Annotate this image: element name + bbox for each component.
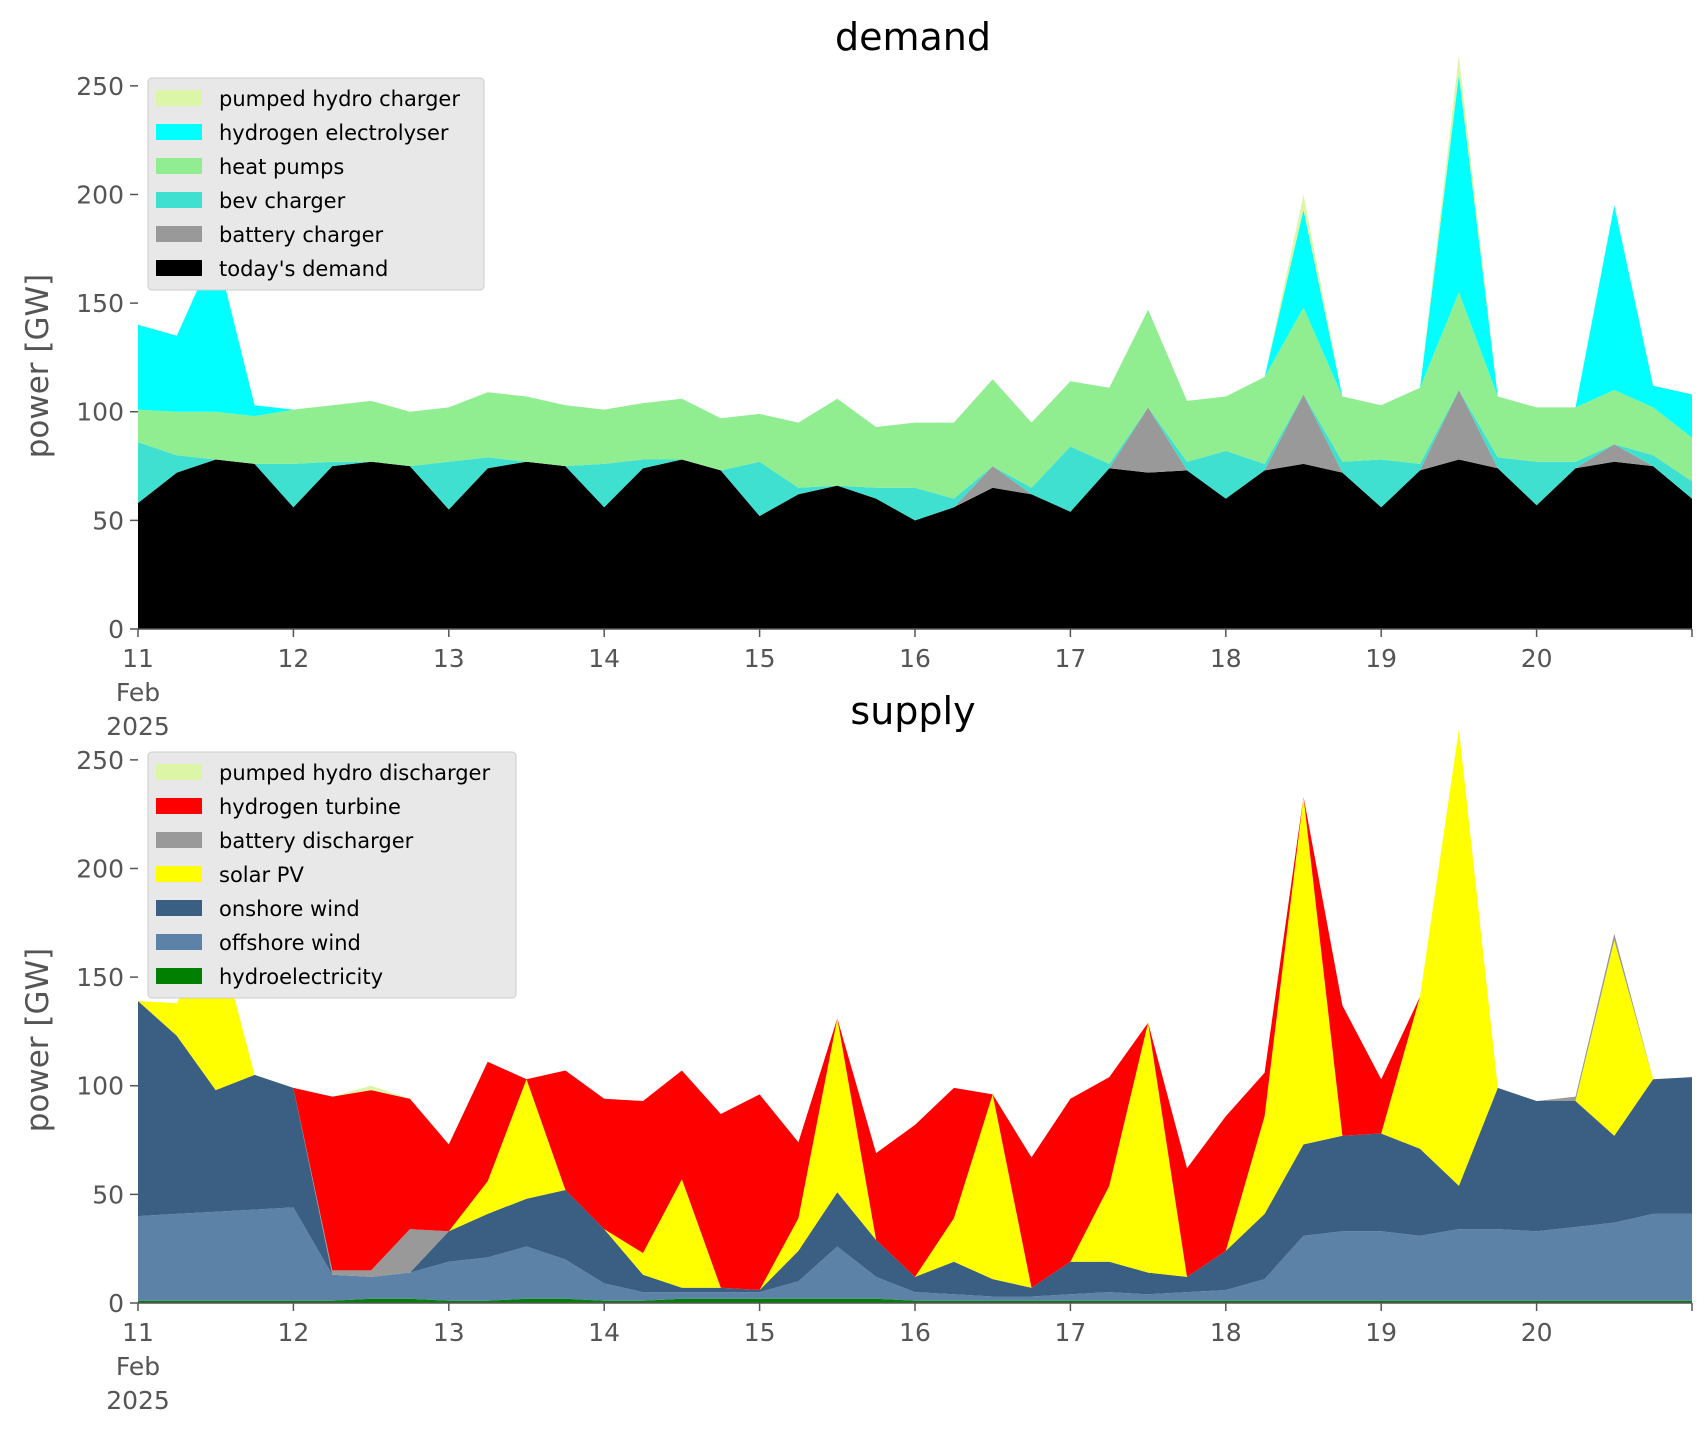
- supply-x-tick-label: 15: [744, 1318, 776, 1347]
- supply-y-ticks: 0 50 100 150 200 250: [76, 746, 138, 1318]
- legend-label-hydroelectricity: hydroelectricity: [219, 965, 383, 989]
- supply-x-tick-label: 19: [1365, 1318, 1397, 1347]
- legend-swatch-pumped-hydro-discharger: [156, 764, 202, 780]
- supply-x-tick-label: 13: [433, 1318, 465, 1347]
- demand-x-tick-label: 19: [1365, 644, 1397, 673]
- supply-y-axis-label: power [GW]: [20, 948, 56, 1133]
- demand-y-axis-label: power [GW]: [20, 274, 56, 459]
- supply-area-onshore-wind: [138, 1001, 1692, 1297]
- legend-label-battery-discharger: battery discharger: [219, 829, 414, 853]
- legend-label-pumped-hydro-charger: pumped hydro charger: [219, 87, 460, 111]
- demand-y-tick-label: 200: [76, 180, 124, 209]
- supply-area-offshore-wind: [138, 1207, 1692, 1301]
- legend-swatch-heat-pumps: [156, 158, 202, 174]
- demand-legend: pumped hydro charger hydrogen electrolys…: [147, 77, 485, 291]
- legend-swatch-hydrogen-turbine: [156, 798, 202, 814]
- legend-label-pumped-hydro-discharger: pumped hydro discharger: [219, 761, 490, 785]
- demand-x-tick-label: 13: [433, 644, 465, 673]
- demand-y-ticks: 0 50 100 150 200 250: [76, 72, 138, 644]
- supply-area-hydroelectricity: [138, 1298, 1692, 1303]
- supply-x-tick-label: 12: [277, 1318, 309, 1347]
- demand-title: demand: [835, 15, 991, 59]
- legend-label-onshore-wind: onshore wind: [219, 897, 360, 921]
- supply-area-hydrogen-turbine: [138, 729, 1692, 1290]
- demand-x-tick-label: 17: [1054, 644, 1086, 673]
- supply-x-tick-label: 18: [1210, 1318, 1242, 1347]
- demand-legend-box: [147, 77, 485, 291]
- legend-swatch-battery-discharger: [156, 832, 202, 848]
- supply-y-tick-label: 0: [108, 1289, 124, 1318]
- demand-y-tick-label: 50: [92, 506, 124, 535]
- demand-x-tick-label: 15: [744, 644, 776, 673]
- demand-panel: demand power [GW] 0 50 100 150 200 250 11 Feb 2…: [20, 15, 1693, 741]
- supply-x-tick-label: 20: [1521, 1318, 1553, 1347]
- demand-x-tick-label: 20: [1521, 644, 1553, 673]
- supply-y-tick-label: 250: [76, 746, 124, 775]
- legend-swatch-hydrogen-electrolyser: [156, 124, 202, 140]
- supply-title: supply: [850, 689, 975, 733]
- demand-x-tick-label: 18: [1210, 644, 1242, 673]
- supply-areas: [138, 729, 1692, 1303]
- supply-area-solar-pv: [138, 729, 1692, 1290]
- legend-swatch-todays-demand: [156, 260, 202, 276]
- supply-y-tick-label: 50: [92, 1180, 124, 1209]
- supply-y-tick-label: 150: [76, 963, 124, 992]
- supply-x-tick-label: 11 Feb 2025: [106, 1318, 170, 1415]
- supply-y-tick-label: 200: [76, 854, 124, 883]
- legend-label-solar-pv: solar PV: [219, 863, 304, 887]
- legend-swatch-offshore-wind: [156, 934, 202, 950]
- legend-swatch-pumped-hydro-charger: [156, 90, 202, 106]
- legend-label-hydrogen-electrolyser: hydrogen electrolyser: [219, 121, 449, 145]
- demand-x-ticks: 11 Feb 2025 12 13 14 15 16 17 18 19 20: [106, 628, 1693, 741]
- demand-area-today-s-demand: [138, 459, 1692, 629]
- legend-swatch-onshore-wind: [156, 900, 202, 916]
- supply-x-tick-label: 17: [1054, 1318, 1086, 1347]
- supply-y-tick-label: 100: [76, 1072, 124, 1101]
- legend-label-todays-demand: today's demand: [219, 257, 388, 281]
- demand-area-battery-charger: [138, 390, 1692, 521]
- demand-y-tick-label: 150: [76, 289, 124, 318]
- legend-swatch-hydroelectricity: [156, 968, 202, 984]
- supply-legend-box: [147, 751, 517, 999]
- legend-swatch-bev-charger: [156, 192, 202, 208]
- legend-label-battery-charger: battery charger: [219, 223, 384, 247]
- legend-label-offshore-wind: offshore wind: [219, 931, 361, 955]
- legend-label-bev-charger: bev charger: [219, 189, 346, 213]
- legend-swatch-solar-pv: [156, 866, 202, 882]
- demand-x-tick-label: 12: [277, 644, 309, 673]
- supply-panel: supply power [GW] 0 50 100 150 200 250 11 Feb 2…: [20, 689, 1693, 1415]
- demand-x-tick-label: 14: [588, 644, 620, 673]
- legend-label-heat-pumps: heat pumps: [219, 155, 344, 179]
- supply-legend: pumped hydro discharger hydrogen turbine…: [147, 751, 517, 999]
- demand-y-tick-label: 100: [76, 398, 124, 427]
- supply-x-ticks: 11 Feb 2025 12 13 14 15 16 17 18 19 20: [106, 1302, 1693, 1415]
- supply-x-tick-label: 14: [588, 1318, 620, 1347]
- legend-label-hydrogen-turbine: hydrogen turbine: [219, 795, 401, 819]
- demand-x-tick-label: 16: [899, 644, 931, 673]
- demand-areas: [138, 55, 1692, 629]
- demand-area-bev-charger: [138, 390, 1692, 521]
- demand-y-tick-label: 250: [76, 72, 124, 101]
- demand-x-tick-label: 11 Feb 2025: [106, 644, 170, 741]
- demand-y-tick-label: 0: [108, 615, 124, 644]
- supply-x-tick-label: 16: [899, 1318, 931, 1347]
- legend-swatch-battery-charger: [156, 226, 202, 242]
- demand-area-heat-pumps: [138, 292, 1692, 499]
